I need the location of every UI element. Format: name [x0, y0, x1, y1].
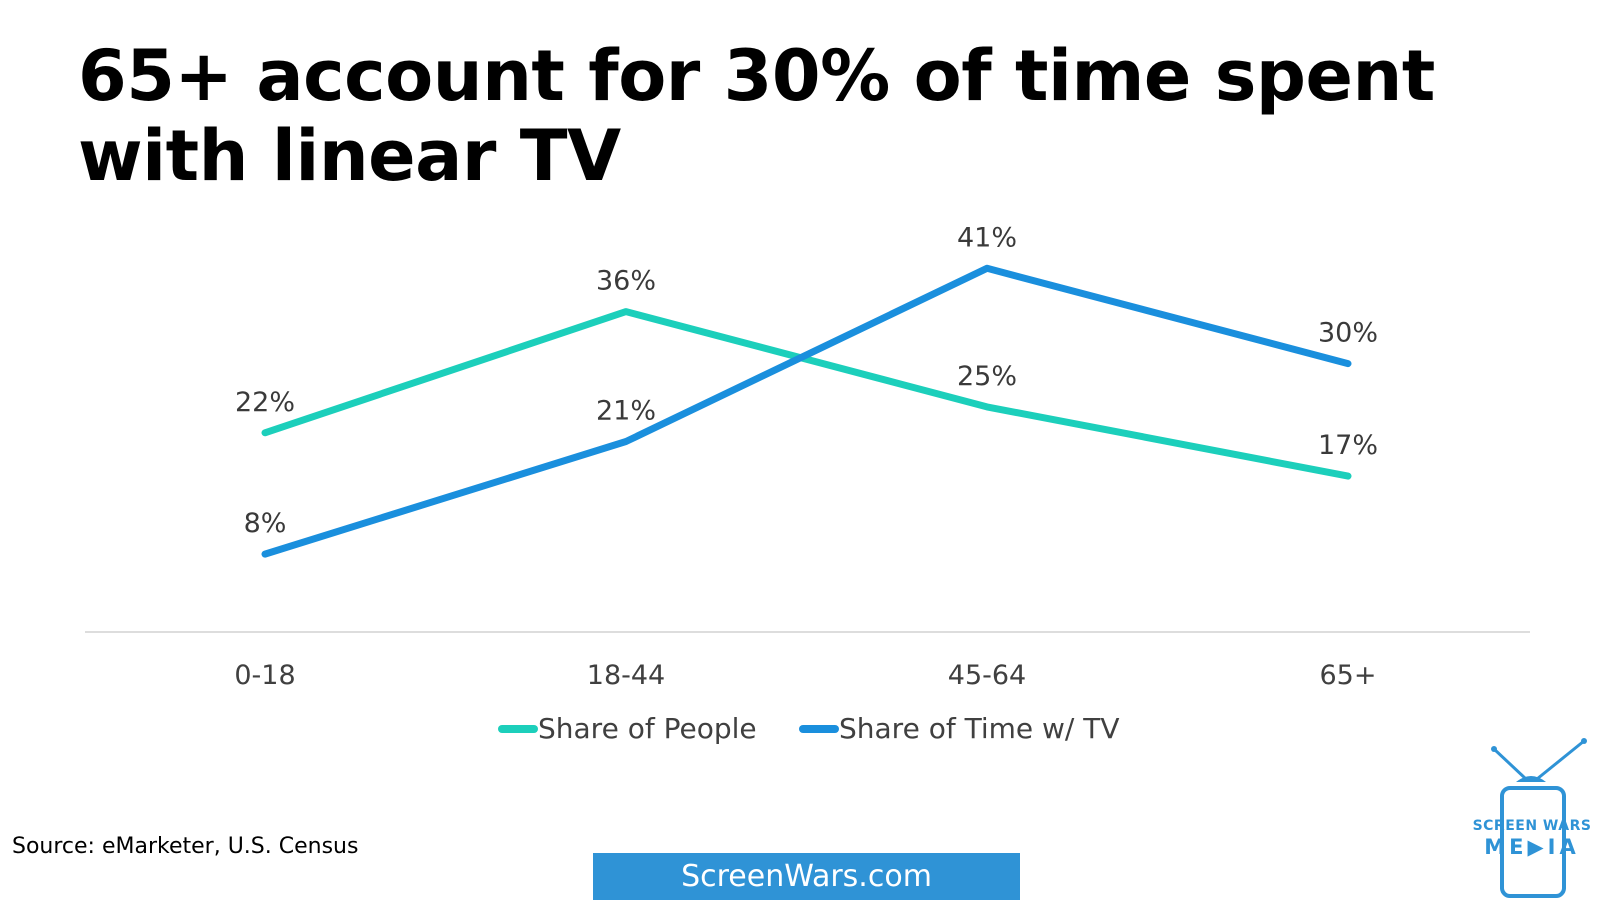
website-link[interactable]: ScreenWars.com [593, 853, 1020, 900]
legend-label: Share of Time w/ TV [839, 712, 1120, 745]
x-tick-labels: 0-18 18-44 45-64 65+ [234, 660, 1376, 691]
data-label: 41% [957, 222, 1017, 253]
data-label: 25% [957, 361, 1017, 392]
logo-line-2: ME▶IA [1484, 835, 1580, 859]
logo-text: SCREEN WARS ME▶IA [1464, 817, 1600, 859]
data-label: 17% [1318, 430, 1378, 461]
data-label: 21% [596, 396, 656, 427]
screen-wars-media-logo: SCREEN WARS ME▶IA [1464, 737, 1600, 900]
source-note: Source: eMarketer, U.S. Census [12, 834, 359, 859]
series-line-1 [261, 308, 1352, 480]
series-lines [261, 264, 1352, 558]
tv-icon [1491, 738, 1587, 898]
website-label: ScreenWars.com [681, 859, 932, 894]
x-tick-label: 65+ [1320, 660, 1377, 691]
data-label: 30% [1318, 318, 1378, 349]
chart-title: 65+ account for 30% of time spent with l… [78, 35, 1435, 197]
legend-label: Share of People [538, 712, 757, 745]
x-tick-label: 45-64 [948, 660, 1026, 691]
data-label: 22% [235, 387, 295, 418]
logo-line-1: SCREEN WARS [1472, 818, 1592, 834]
data-label: 36% [596, 266, 656, 297]
legend: Share of People Share of Time w/ TV [498, 712, 1120, 745]
series-line-2 [261, 264, 1352, 558]
x-tick-label: 0-18 [234, 660, 295, 691]
data-label: 8% [244, 508, 287, 539]
data-labels: 22% 36% 25% 17% 8% 21% 41% 30% [235, 222, 1378, 539]
x-tick-label: 18-44 [587, 660, 665, 691]
